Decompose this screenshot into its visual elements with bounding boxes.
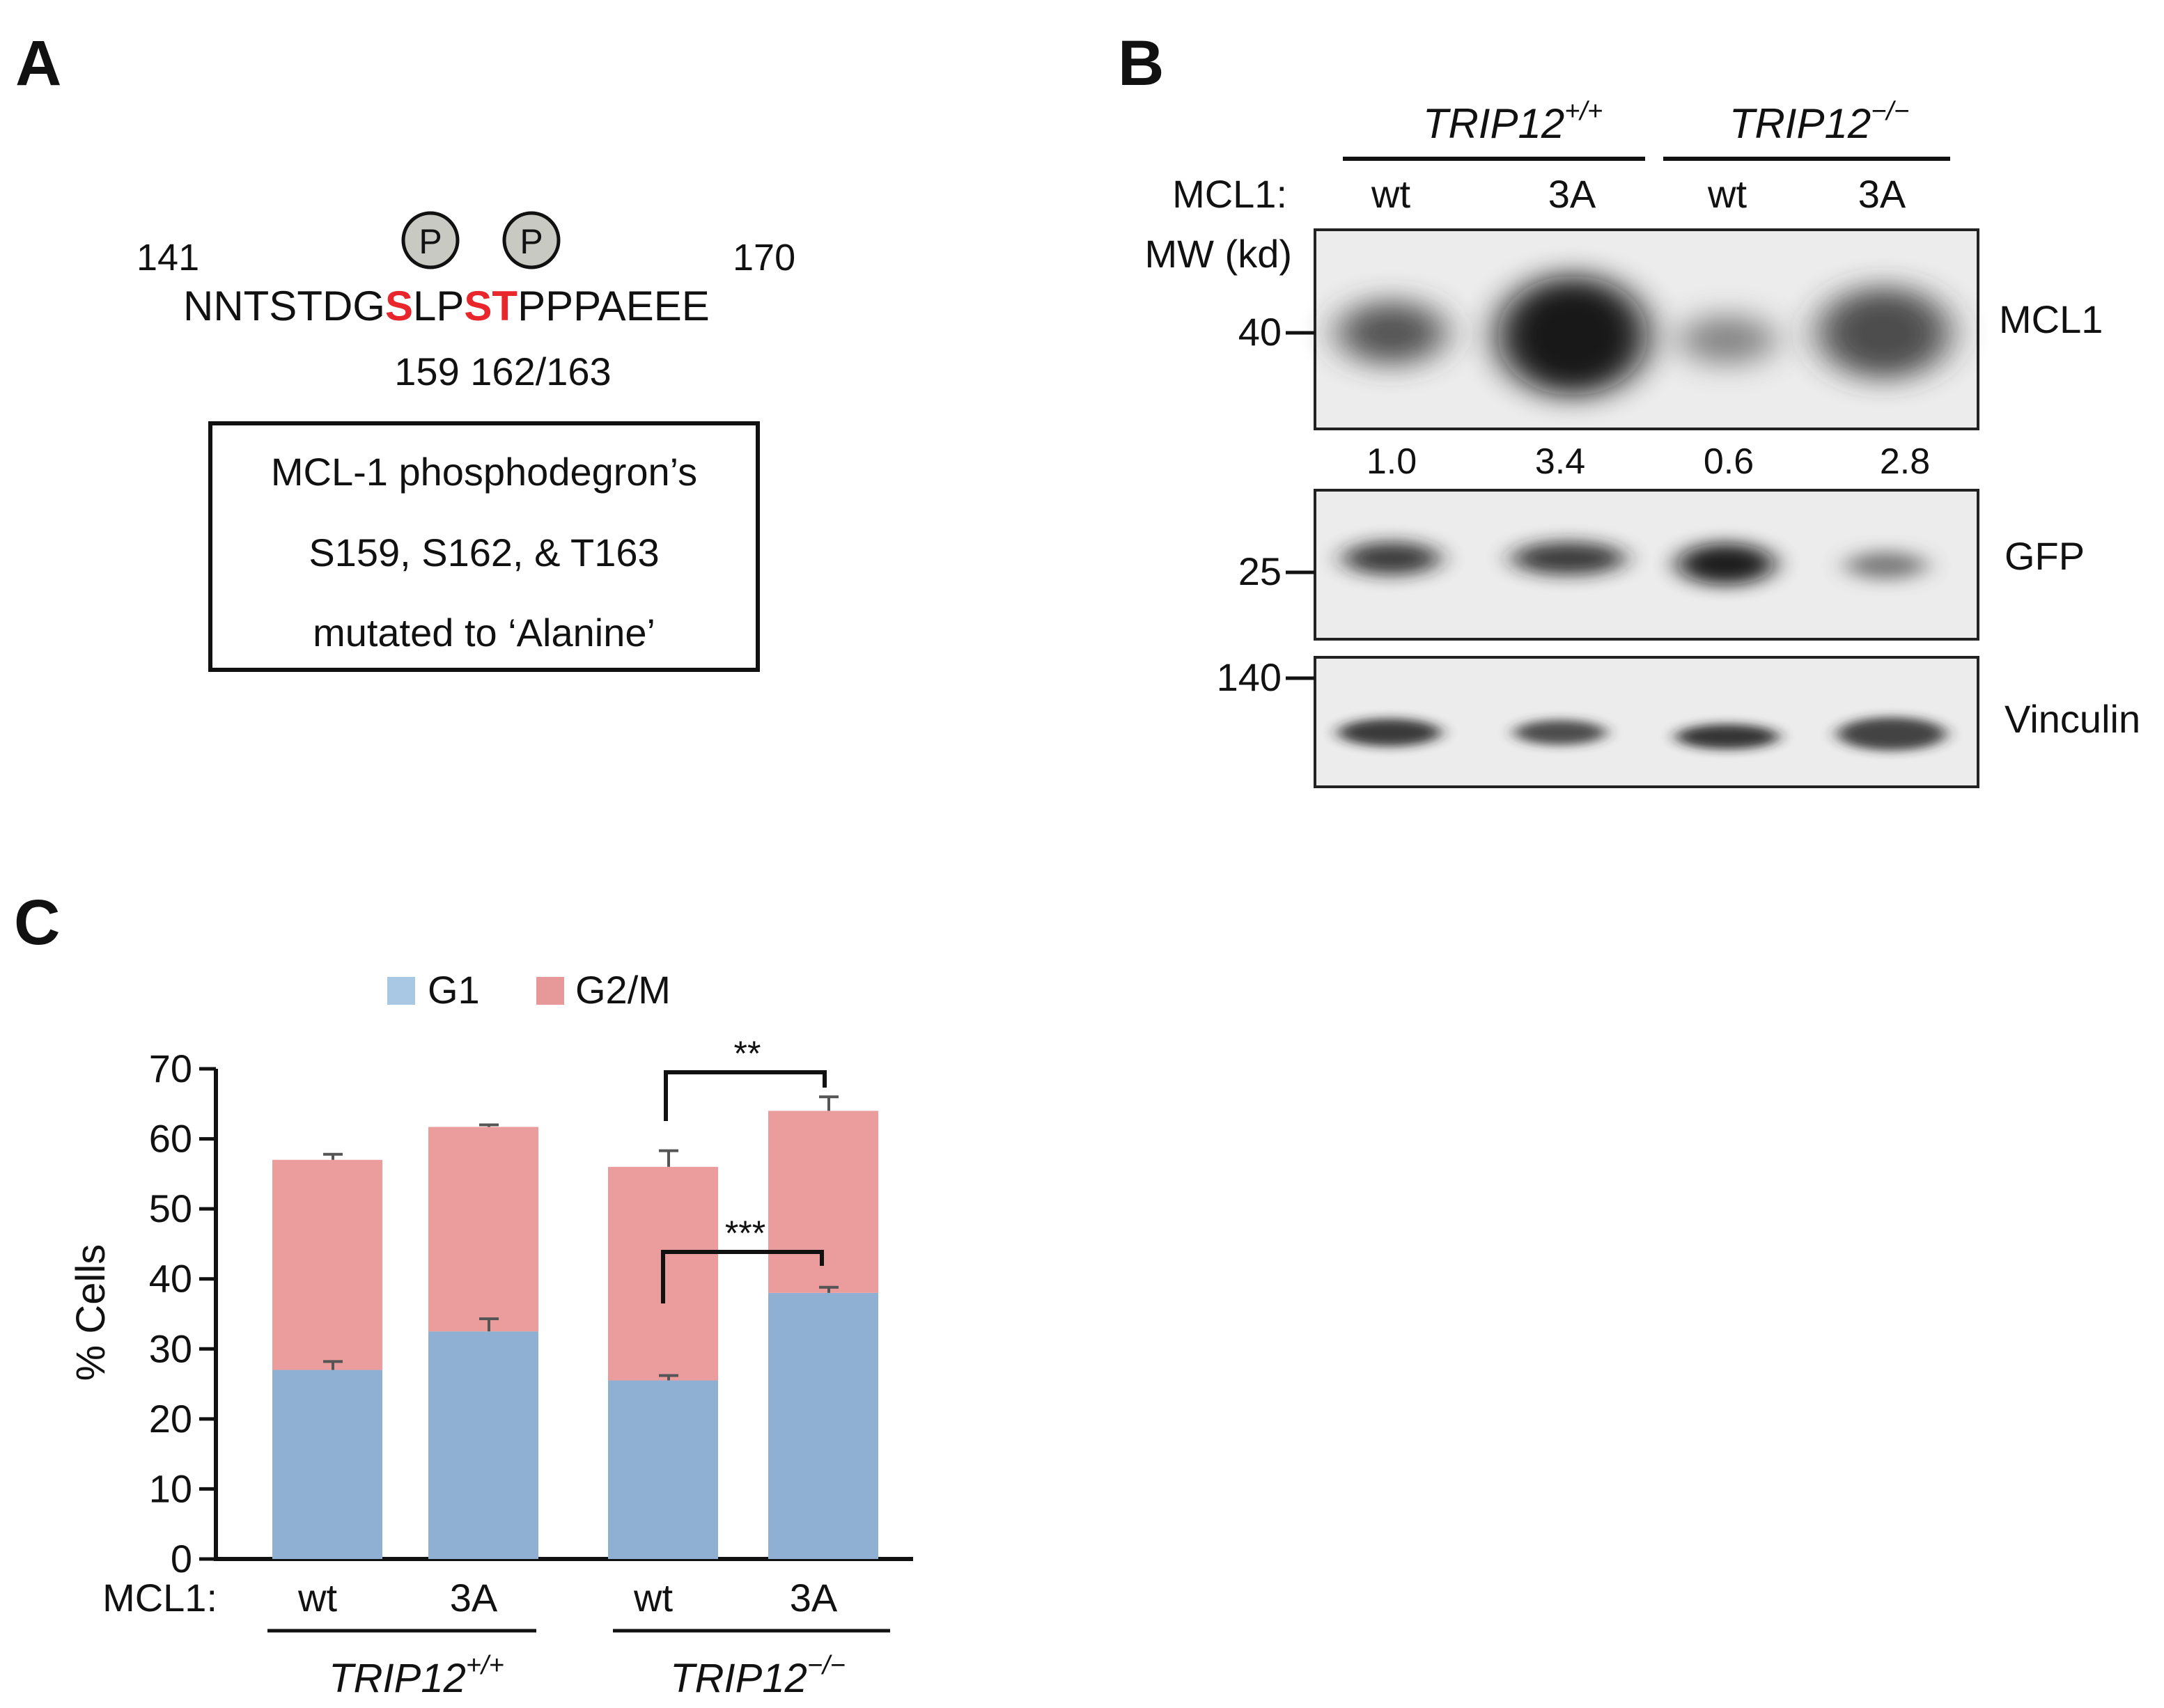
- x-row-label: MCL1:: [102, 1576, 217, 1620]
- lane-1-label: wt: [1371, 172, 1410, 216]
- y-tick-label: 40: [149, 1257, 192, 1301]
- genotype-wildtype-header: TRIP12+/+: [1423, 97, 1603, 147]
- mcl1-quant-lane-4: 2.8: [1880, 441, 1930, 482]
- lane-2-label: 3A: [1548, 172, 1596, 216]
- vinculin-band-lane-3: [1676, 724, 1779, 749]
- y-tick-label: 30: [149, 1326, 192, 1370]
- stacked-bars: [272, 1111, 878, 1559]
- vinculin-band-lane-1: [1338, 719, 1441, 746]
- gfp-blot-bands: [1343, 542, 1926, 585]
- panel-a: A 141 170 P P NNTSTDGSLPSTPPPAEEE 159 16…: [15, 28, 795, 672]
- panel-c: C G1 G2/M % Cells 0 10 20 30 40 50 60 70 ** ***…: [14, 887, 913, 1701]
- lane-row-label: MCL1:: [1172, 172, 1287, 216]
- bracket-line: [661, 1250, 824, 1303]
- mcl1-quant-lane-3: 0.6: [1704, 441, 1754, 482]
- panel-a-label: A: [15, 28, 61, 99]
- lane-4-label: 3A: [1858, 172, 1906, 216]
- x-tick-label: wt: [633, 1576, 673, 1620]
- legend-label-g1: G1: [428, 968, 480, 1012]
- panel-b: B TRIP12+/+ TRIP12−/− MCL1: wt 3A wt 3A …: [1118, 28, 2140, 788]
- sequence-highlight-s162-t163: ST: [464, 283, 517, 329]
- mutation-description-line-1: MCL-1 phosphodegron’s: [271, 450, 697, 494]
- error-bars: [323, 1095, 839, 1381]
- legend-swatch-g1: [387, 977, 415, 1005]
- bar-g2m-2: [428, 1127, 538, 1332]
- vinculin-band-lane-4: [1837, 717, 1946, 751]
- y-tick-label: 50: [149, 1186, 192, 1230]
- y-tick-label: 0: [171, 1537, 192, 1581]
- blot-label-mcl1: MCL1: [1999, 297, 2103, 341]
- lane-3-label: wt: [1707, 172, 1747, 216]
- y-tick-label: 70: [149, 1047, 192, 1090]
- x-tick-labels: wt 3A wt 3A: [297, 1576, 838, 1620]
- legend-swatch-g2m: [536, 977, 564, 1005]
- mcl1-blot-bands: [1337, 276, 1950, 395]
- genotype-knockout-header: TRIP12−/−: [1729, 97, 1909, 147]
- bar-g1-4: [768, 1292, 878, 1559]
- y-tick-label: 60: [149, 1117, 192, 1161]
- mutation-description-line-3: mutated to ‘Alanine’: [313, 611, 655, 655]
- sequence-part: PPPAEEE: [517, 283, 710, 329]
- blot-label-vinculin: Vinculin: [2005, 697, 2140, 741]
- mcl1-band-lane-3: [1679, 315, 1776, 365]
- vinculin-blot-bands: [1338, 717, 1946, 751]
- residue-positions: 159 162/163: [394, 350, 611, 393]
- legend: G1 G2/M: [387, 968, 671, 1012]
- phospho-symbol: P: [520, 222, 543, 261]
- y-tick-label: 10: [149, 1466, 192, 1510]
- gfp-band-lane-2: [1511, 542, 1626, 575]
- sequence-end-number: 170: [733, 237, 795, 279]
- mcl1-quant-lane-1: 1.0: [1367, 441, 1417, 482]
- phospho-marker-s159: P: [401, 211, 460, 269]
- phospho-circle-icon: [502, 211, 561, 269]
- gfp-band-lane-4: [1846, 551, 1926, 579]
- vinculin-band-lane-2: [1514, 720, 1606, 745]
- mcl1-band-lane-1: [1337, 301, 1446, 365]
- x-tick-label: wt: [297, 1576, 337, 1620]
- bar-g1-3: [608, 1380, 718, 1559]
- y-axis-label: % Cells: [68, 1244, 114, 1381]
- mcl1-band-lane-2: [1497, 276, 1648, 395]
- significance-bracket-g1: ***: [661, 1214, 824, 1303]
- blot-label-gfp: GFP: [2005, 534, 2085, 578]
- gfp-band-lane-1: [1343, 542, 1440, 575]
- mcl1-band-lane-4: [1818, 287, 1950, 379]
- y-axis-ticks: 0 10 20 30 40 50 60 70: [149, 1047, 216, 1581]
- significance-bracket-g2m: **: [664, 1034, 827, 1121]
- panel-c-label: C: [14, 887, 60, 958]
- sequence-part: LP: [413, 283, 464, 329]
- mutation-description-line-2: S159, S162, & T163: [309, 531, 659, 574]
- mutation-description-box: [208, 421, 760, 672]
- marker-25-label: 25: [1238, 549, 1282, 593]
- panel-b-label: B: [1118, 28, 1164, 99]
- marker-140-label: 140: [1217, 655, 1282, 699]
- bar-g2m-1: [272, 1159, 382, 1370]
- molecular-weight-label: MW (kd): [1144, 232, 1292, 276]
- significance-label-g1: ***: [725, 1214, 765, 1253]
- sequence-part: NNTSTDG: [183, 283, 385, 329]
- marker-40-label: 40: [1238, 310, 1282, 354]
- x-tick-label: 3A: [450, 1576, 498, 1620]
- phospho-circle-icon: [401, 211, 460, 269]
- x-tick-label: 3A: [790, 1576, 838, 1620]
- sequence-highlight-s159: S: [385, 283, 413, 329]
- bar-g1-1: [272, 1370, 382, 1559]
- genotype-knockout-label: TRIP12−/−: [670, 1651, 846, 1701]
- genotype-wildtype-label: TRIP12+/+: [329, 1651, 504, 1701]
- bracket-line: [664, 1070, 827, 1121]
- gfp-band-lane-3: [1677, 543, 1775, 585]
- mcl1-quant-lane-2: 3.4: [1535, 441, 1585, 482]
- legend-label-g2m: G2/M: [575, 968, 671, 1012]
- phospho-marker-s162: P: [502, 211, 561, 269]
- phospho-symbol: P: [419, 222, 442, 261]
- phosphodegron-sequence: NNTSTDGSLPSTPPPAEEE: [183, 283, 710, 329]
- sequence-start-number: 141: [137, 237, 199, 279]
- y-tick-label: 20: [149, 1397, 192, 1441]
- significance-label-g2m: **: [734, 1034, 761, 1073]
- bar-g1-2: [428, 1331, 538, 1559]
